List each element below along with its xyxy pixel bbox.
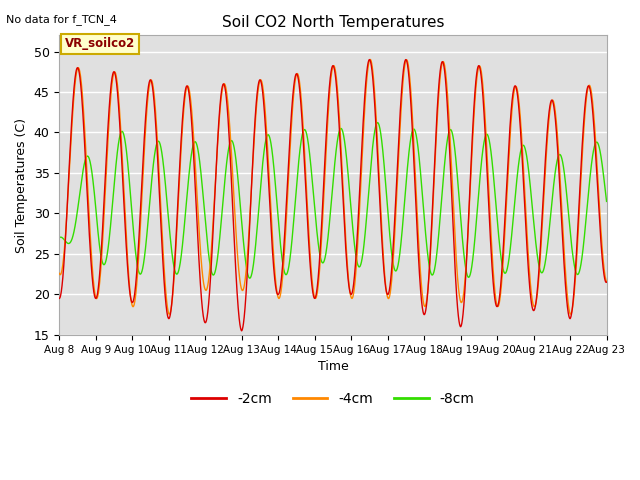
Text: VR_soilco2: VR_soilco2: [65, 37, 135, 50]
Y-axis label: Soil Temperatures (C): Soil Temperatures (C): [15, 118, 28, 252]
X-axis label: Time: Time: [317, 360, 348, 373]
Text: No data for f_TCN_4: No data for f_TCN_4: [6, 14, 117, 25]
Title: Soil CO2 North Temperatures: Soil CO2 North Temperatures: [221, 15, 444, 30]
Legend: -2cm, -4cm, -8cm: -2cm, -4cm, -8cm: [186, 387, 480, 412]
